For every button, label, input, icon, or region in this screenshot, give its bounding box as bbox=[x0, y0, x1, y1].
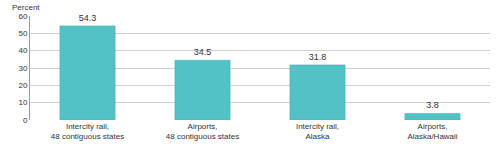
svg-text:0: 0 bbox=[23, 116, 28, 125]
svg-text:60: 60 bbox=[19, 12, 28, 21]
svg-text:50: 50 bbox=[19, 29, 28, 38]
svg-text:3.8: 3.8 bbox=[426, 100, 439, 110]
svg-text:Percent: Percent bbox=[12, 3, 40, 12]
svg-text:10: 10 bbox=[19, 98, 28, 107]
svg-text:31.8: 31.8 bbox=[309, 52, 327, 62]
svg-text:20: 20 bbox=[19, 81, 28, 90]
svg-text:54.3: 54.3 bbox=[79, 13, 97, 23]
svg-text:Airports,48 contiguous states: Airports,48 contiguous states bbox=[166, 122, 239, 141]
svg-text:Airports,Alaska/Hawaii: Airports,Alaska/Hawaii bbox=[407, 122, 457, 141]
svg-text:30: 30 bbox=[19, 64, 28, 73]
svg-text:Intercity rail,48 contiguous s: Intercity rail,48 contiguous states bbox=[51, 122, 124, 141]
svg-text:34.5: 34.5 bbox=[194, 47, 212, 57]
svg-text:40: 40 bbox=[19, 46, 28, 55]
svg-text:Intercity rail,Alaska: Intercity rail,Alaska bbox=[296, 122, 339, 141]
